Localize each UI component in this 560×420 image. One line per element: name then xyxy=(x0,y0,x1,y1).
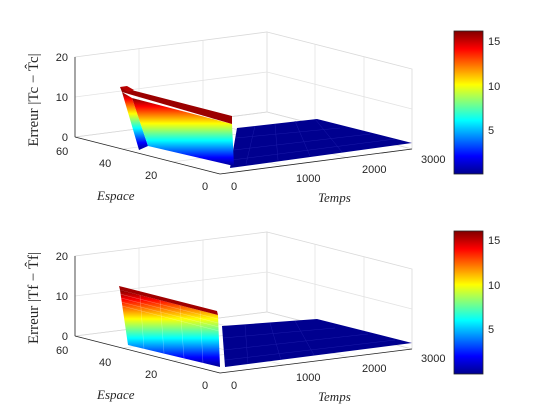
colorbar-tick-10: 10 xyxy=(488,81,500,93)
y-tick-0: 0 xyxy=(202,380,208,392)
y-tick-20: 20 xyxy=(145,369,157,381)
axes-lines xyxy=(74,57,413,175)
y-tick-40: 40 xyxy=(99,357,111,369)
colorbar-tick-10: 10 xyxy=(488,280,500,292)
y-tick-60: 60 xyxy=(56,146,68,158)
surface-mesh xyxy=(231,118,396,165)
panel-bottom: 0 10 20 60 40 20 0 0 1000 2000 3000 Erre… xyxy=(25,230,500,404)
z-axis-label: Erreur |Tf − T̂f| xyxy=(25,252,42,344)
x-tick-2000: 2000 xyxy=(362,164,386,176)
z-axis-label: Erreur |Tc − T̂c| xyxy=(25,53,42,146)
colorbar-tick-15: 15 xyxy=(488,36,500,48)
surface-ridge-front xyxy=(132,98,234,166)
y-tick-60: 60 xyxy=(56,345,68,357)
x-tick-0: 0 xyxy=(231,181,237,193)
z-tick-10: 10 xyxy=(56,92,68,104)
surface-mesh xyxy=(222,320,396,365)
surface-ridge-edge xyxy=(120,86,134,92)
y-axis-label: Espace xyxy=(96,188,135,203)
colorbar-tick-5: 5 xyxy=(488,324,494,336)
z-ticks: 0 10 20 xyxy=(56,251,68,343)
y-tick-0: 0 xyxy=(202,181,208,193)
colorbar-tick-5: 5 xyxy=(488,125,494,137)
colorbar-tick-15: 15 xyxy=(488,235,500,247)
surface-ridge-top xyxy=(120,87,232,124)
y-axis-label: Espace xyxy=(96,387,135,402)
z-tick-20: 20 xyxy=(56,251,68,263)
z-tick-10: 10 xyxy=(56,291,68,303)
z-ticks: 0 10 20 xyxy=(56,52,68,144)
x-ticks: 0 1000 2000 3000 xyxy=(231,353,445,392)
panel-top: 0 10 20 60 40 20 0 0 1000 2000 3000 Erre… xyxy=(25,30,500,205)
surface-ridge-side xyxy=(122,92,148,150)
x-tick-2000: 2000 xyxy=(362,363,386,375)
z-tick-0: 0 xyxy=(62,331,68,343)
x-axis-label: Temps xyxy=(318,190,351,205)
surface-ridge-top xyxy=(119,286,218,315)
x-tick-3000: 3000 xyxy=(421,353,445,365)
y-tick-20: 20 xyxy=(145,170,157,182)
z-tick-20: 20 xyxy=(56,52,68,64)
surface-ridge-mesh xyxy=(119,293,220,364)
x-tick-1000: 1000 xyxy=(296,173,320,185)
x-ticks: 0 1000 2000 3000 xyxy=(231,154,445,193)
x-axis-label: Temps xyxy=(318,389,351,404)
colorbar-ramp xyxy=(453,230,484,375)
y-ticks: 60 40 20 0 xyxy=(56,146,208,193)
surface-ridge-front xyxy=(120,290,220,367)
x-tick-3000: 3000 xyxy=(421,154,445,166)
colorbar-ramp xyxy=(453,30,484,175)
colorbar: 5 10 15 xyxy=(453,230,500,375)
y-tick-40: 40 xyxy=(99,158,111,170)
z-tick-0: 0 xyxy=(62,132,68,144)
y-ticks: 60 40 20 0 xyxy=(56,345,208,392)
x-tick-0: 0 xyxy=(231,380,237,392)
colorbar: 5 10 15 xyxy=(453,30,500,175)
x-tick-1000: 1000 xyxy=(296,372,320,384)
axes-lines xyxy=(74,256,413,374)
